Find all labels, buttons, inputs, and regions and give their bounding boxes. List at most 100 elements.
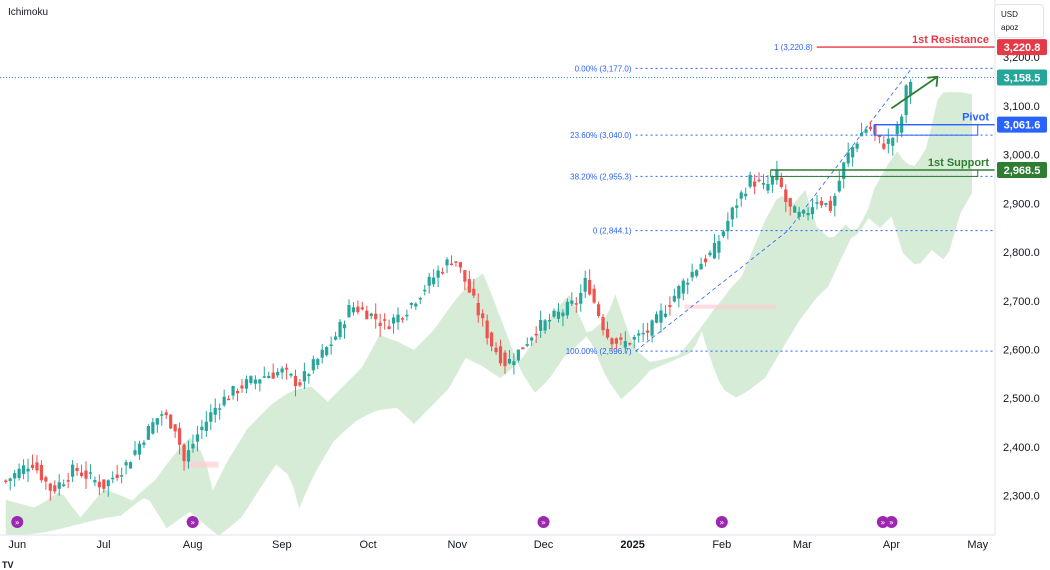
candle-body [891, 137, 895, 146]
candle-body [543, 320, 547, 331]
candle-body [614, 338, 619, 344]
candle-body [338, 321, 342, 338]
candle-body [712, 242, 717, 259]
y-tick-label: 3,100.0 [1003, 101, 1040, 113]
candle-body [418, 297, 422, 300]
candle-body [641, 332, 645, 335]
indicator-label[interactable]: Ichimoku [8, 7, 49, 18]
x-tick-label: Aug [183, 539, 203, 551]
up-arrow-shaft [890, 75, 938, 110]
candle-body [240, 385, 244, 389]
candle-body [374, 313, 378, 320]
candle-body [26, 468, 30, 472]
event-marker-glyph: » [190, 518, 195, 527]
candle-body [21, 465, 26, 474]
x-tick-label: May [967, 539, 988, 551]
candle-body [895, 125, 899, 135]
candle-body [111, 477, 115, 480]
candle-body [886, 138, 890, 144]
candle-body [610, 338, 614, 345]
candle-body [124, 462, 128, 466]
candle-body [592, 288, 596, 303]
candle-body [717, 241, 721, 253]
candle-body [552, 310, 556, 317]
event-marker-icon [537, 516, 550, 528]
candle-body [476, 303, 480, 316]
candle-body [516, 349, 520, 361]
candle-body [378, 322, 382, 327]
candle-body [128, 462, 133, 469]
x-tick-label: Mar [793, 539, 812, 551]
y-axis: 3,200.0 3,100.0 3,000.0 2,900.0 2,800.0 2,700… [994, 0, 1047, 535]
candle-body [797, 211, 801, 217]
x-tick-label: Feb [712, 539, 731, 551]
candle-body [757, 179, 761, 182]
candle-body [177, 428, 182, 445]
price-badge [997, 161, 1047, 178]
candle-body [525, 344, 529, 346]
candle-body [142, 442, 146, 445]
price-badge [997, 69, 1047, 86]
candle-body [677, 286, 681, 299]
candle-body [204, 421, 208, 432]
candle-body [472, 288, 476, 296]
candle-body [623, 341, 627, 348]
candle-body [316, 359, 320, 365]
candle-body [213, 407, 217, 415]
cloud-bearish-area [184, 461, 219, 468]
candle-body [485, 320, 489, 339]
candle-body [619, 337, 623, 340]
currency-selector[interactable]: USD apoz [994, 4, 1044, 38]
candle-body [851, 147, 855, 158]
candle-body [646, 330, 650, 333]
candle-body [414, 303, 418, 307]
candle-body [806, 213, 810, 216]
price-badge-label: 3,220.8 [1004, 42, 1041, 54]
candle-body [815, 202, 819, 204]
cloud-bearish-area [684, 304, 777, 309]
level-name-label: 1st Resistance [912, 34, 989, 46]
candle-body [387, 326, 391, 329]
candle-body [779, 177, 783, 187]
candle-body [449, 263, 454, 266]
candle-body [739, 192, 743, 199]
candle-body [186, 450, 191, 462]
event-marker-icon [11, 516, 24, 528]
candle-body [356, 306, 360, 313]
candle-body [842, 162, 846, 179]
candle-body [588, 280, 592, 295]
candle-body [556, 311, 561, 319]
tradingview-logo[interactable]: TV [2, 560, 14, 570]
candle-body [182, 444, 186, 462]
candle-body [868, 126, 873, 130]
candle-body [218, 408, 222, 410]
candle-body [810, 207, 815, 215]
candle-body [160, 414, 164, 416]
x-tick-label: Nov [447, 539, 467, 551]
candle-body [253, 379, 257, 384]
candle-body [195, 434, 200, 442]
fib-level-label: 23.60% (3,040.0) [570, 131, 632, 140]
y-tick-label: 2,500.0 [1003, 393, 1040, 405]
event-marker-glyph: » [880, 518, 885, 527]
candle-body [271, 372, 275, 379]
candle-body [654, 314, 659, 323]
fib-level-label: 38.20% (2,955.3) [570, 172, 632, 181]
price-badge [997, 116, 1047, 133]
up-arrow-head [927, 75, 939, 87]
candle-body [289, 373, 293, 376]
candle-body [601, 316, 605, 331]
candle-body [30, 464, 35, 468]
candle-body [695, 270, 699, 276]
candle-body [833, 195, 837, 206]
candle-body [507, 358, 512, 364]
candle-body [547, 320, 552, 322]
fib-level-label: 1 (3,220.8) [774, 43, 813, 52]
event-marker-glyph: » [889, 518, 894, 527]
candle-body [351, 307, 356, 313]
candle-body [686, 282, 690, 285]
candle-body [262, 376, 266, 378]
candle-body [133, 450, 137, 455]
candle-body [788, 198, 792, 207]
